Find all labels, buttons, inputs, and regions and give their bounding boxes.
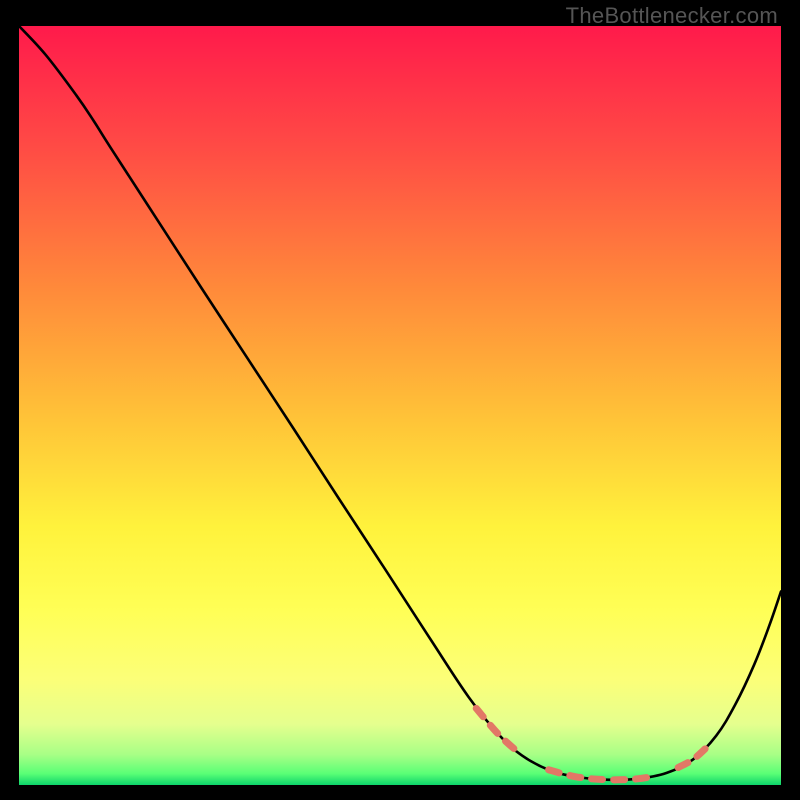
- attribution-label: TheBottlenecker.com: [566, 3, 778, 29]
- bottleneck-curve: [19, 26, 781, 780]
- optimal-range-segment-2: [678, 746, 708, 768]
- plot-area: [19, 26, 781, 785]
- curve-layer: [19, 26, 781, 785]
- optimal-range-segment-0: [476, 708, 522, 755]
- figure-container: TheBottlenecker.com: [0, 0, 800, 800]
